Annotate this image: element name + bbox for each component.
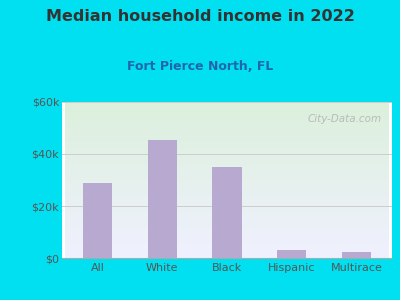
Text: Fort Pierce North, FL: Fort Pierce North, FL [127, 60, 273, 73]
Bar [83, 183, 112, 258]
Text: Median household income in 2022: Median household income in 2022 [46, 9, 354, 24]
Bar [212, 167, 242, 258]
Text: City-Data.com: City-Data.com [308, 115, 382, 124]
Bar [277, 250, 306, 258]
Bar [342, 251, 371, 258]
Bar [148, 140, 177, 258]
